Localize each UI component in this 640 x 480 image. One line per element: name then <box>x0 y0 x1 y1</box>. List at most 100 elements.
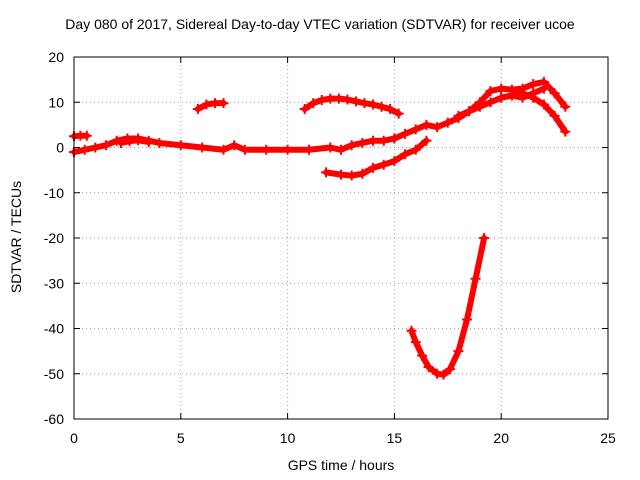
data-point <box>462 314 473 325</box>
data-point <box>342 94 353 105</box>
data-point <box>378 135 389 146</box>
x-tick-label: 20 <box>493 430 509 446</box>
data-point <box>143 137 154 148</box>
series-line <box>323 137 430 179</box>
data-point <box>346 170 357 181</box>
data-point <box>350 96 361 107</box>
data-point <box>368 135 379 146</box>
data-point <box>197 142 208 153</box>
y-tick-label: 20 <box>48 49 64 65</box>
data-point <box>479 233 490 243</box>
data-point <box>393 108 404 119</box>
data-point <box>496 83 507 94</box>
data-point <box>474 97 485 108</box>
data-point <box>410 144 421 155</box>
data-point <box>538 76 549 87</box>
data-point <box>506 90 517 101</box>
data-point <box>192 104 203 115</box>
data-point <box>368 162 379 173</box>
data-point <box>333 93 344 104</box>
data-point <box>560 101 571 112</box>
data-point <box>357 137 368 148</box>
data-point <box>303 144 314 155</box>
x-tick-label: 0 <box>70 430 78 446</box>
data-point <box>378 159 389 170</box>
data-point <box>261 144 272 155</box>
x-tick-label: 25 <box>600 430 616 446</box>
data-point <box>453 346 464 357</box>
y-tick-label: -40 <box>44 321 64 337</box>
data-point <box>368 99 379 110</box>
series-arc-late-fall <box>496 88 571 137</box>
series-arc-main-baseline <box>69 133 400 158</box>
data-point <box>218 144 229 155</box>
series-arc-early-offset <box>115 135 154 148</box>
data-point <box>464 106 475 117</box>
y-tick-label: -30 <box>44 275 64 291</box>
data-point <box>421 135 432 146</box>
data-point <box>549 88 560 99</box>
data-point <box>282 144 293 155</box>
y-tick-label: 0 <box>56 140 64 156</box>
x-tick-label: 15 <box>387 430 403 446</box>
series-arc-start-high <box>69 130 92 142</box>
data-point <box>239 144 250 155</box>
series-arc-late-upper <box>453 76 571 121</box>
data-point <box>101 140 112 151</box>
data-point <box>154 137 165 148</box>
data-point <box>325 142 336 153</box>
data-point <box>400 149 411 160</box>
data-point <box>385 104 396 115</box>
data-point <box>438 369 449 380</box>
data-point <box>201 99 212 110</box>
data-point <box>389 133 400 144</box>
x-axis-label: GPS time / hours <box>287 457 395 473</box>
data-points <box>69 76 571 380</box>
data-point <box>485 97 496 108</box>
data-point <box>549 110 560 121</box>
data-point <box>357 168 368 179</box>
series-arc-lower <box>321 135 432 181</box>
x-tick-label: 10 <box>280 430 296 446</box>
data-point <box>81 130 92 141</box>
data-point <box>175 140 186 151</box>
y-tick-label: -60 <box>44 411 64 427</box>
data-point <box>560 126 571 137</box>
data-point <box>79 144 90 155</box>
chart-title: Day 080 of 2017, Sidereal Day-to-day VTE… <box>65 16 575 32</box>
data-point <box>299 104 310 115</box>
data-point <box>442 117 453 128</box>
y-tick-label: -20 <box>44 230 64 246</box>
data-point <box>485 85 496 96</box>
data-point <box>124 136 135 147</box>
data-point <box>444 364 455 375</box>
data-point <box>528 79 539 90</box>
grid-lines <box>74 57 608 419</box>
data-point <box>90 142 101 153</box>
data-point <box>389 156 400 167</box>
data-point <box>423 361 434 372</box>
data-point <box>218 98 229 109</box>
data-point <box>209 98 220 109</box>
data-point <box>336 169 346 180</box>
y-tick-label: -10 <box>44 185 64 201</box>
data-point <box>308 98 319 109</box>
data-point <box>528 92 539 103</box>
data-point <box>316 94 327 105</box>
data-point <box>346 140 357 151</box>
data-point <box>336 144 346 155</box>
data-point <box>432 122 443 133</box>
data-point <box>410 124 421 135</box>
data-point <box>229 140 240 151</box>
y-tick-label: 10 <box>48 94 64 110</box>
data-point <box>376 101 387 112</box>
data-point <box>496 92 507 103</box>
x-tick-label: 5 <box>177 430 185 446</box>
data-point <box>321 167 332 178</box>
series-arc-dip <box>406 233 490 380</box>
y-tick-label: -50 <box>44 366 64 382</box>
axis-ticks: 0 5 10 15 20 25 -60 -50 -40 -30 -20 -10 0 10 20 <box>44 49 616 446</box>
data-point <box>400 128 411 139</box>
data-point <box>359 98 370 109</box>
data-point <box>538 99 549 110</box>
